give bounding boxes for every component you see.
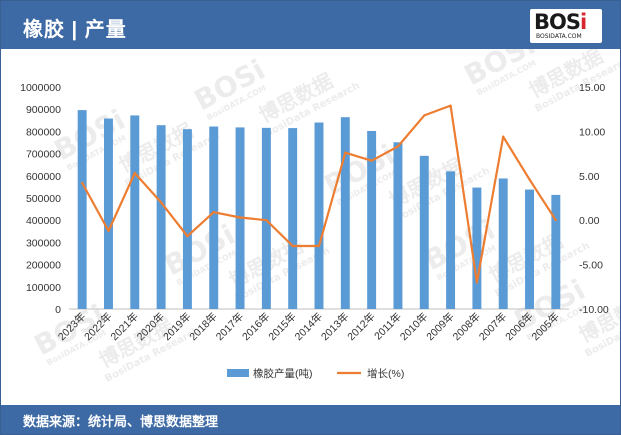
bar — [288, 128, 298, 309]
x-tick-label: 2007年 — [476, 310, 509, 343]
data-source: 数据来源：统计局、博思数据整理 — [23, 414, 219, 429]
y-left-tick-label: 1000000 — [20, 82, 61, 94]
growth-point — [528, 178, 531, 181]
y-left-tick-label: 800000 — [26, 126, 61, 138]
header-bar: 橡胶 | 产量 BOSi BOSIDATA.COM — [1, 1, 620, 49]
bar — [314, 122, 324, 310]
y-left-tick-label: 300000 — [26, 237, 61, 249]
x-tick-label: 2012年 — [345, 310, 378, 343]
y-right-tick-label: -5.00 — [579, 260, 603, 272]
page-title: 橡胶 | 产量 — [23, 19, 127, 41]
y-left-tick-label: 900000 — [26, 104, 61, 116]
bar — [472, 187, 482, 309]
x-tick-label: 2013年 — [318, 310, 351, 343]
logo-text: BOS — [534, 10, 581, 34]
growth-point — [370, 159, 373, 162]
footer-bar: 数据来源：统计局、博思数据整理 — [1, 405, 620, 434]
legend-swatch-bar — [227, 369, 249, 377]
legend-label-bar: 橡胶产量(吨) — [253, 367, 313, 380]
growth-point — [265, 219, 268, 222]
growth-point — [212, 211, 215, 214]
x-tick-label: 2018年 — [187, 310, 220, 343]
logo-domain: BOSIDATA.COM — [536, 33, 582, 40]
y-left-tick-label: 400000 — [26, 215, 61, 227]
y-right-tick-label: 0.00 — [579, 215, 600, 227]
bar — [367, 130, 377, 309]
bar — [261, 127, 271, 310]
growth-point — [475, 281, 479, 284]
legend: 橡胶产量(吨) 增长(%) — [227, 367, 404, 380]
growth-point — [344, 151, 347, 154]
growth-point — [159, 201, 163, 204]
bar — [182, 129, 192, 309]
growth-point — [133, 171, 136, 175]
bar — [340, 117, 350, 309]
growth-point — [291, 244, 294, 248]
bar — [393, 142, 403, 309]
y-left-tick-label: 100000 — [26, 282, 61, 294]
bar — [209, 126, 219, 310]
y-left-tick-label: 600000 — [26, 171, 61, 183]
y-right-tick-label: 15.00 — [579, 82, 605, 94]
growth-point — [186, 234, 189, 238]
bar — [156, 125, 166, 310]
y-right-tick-label: -10.00 — [579, 304, 609, 316]
logo-accent: i — [579, 10, 587, 34]
growth-point — [449, 104, 452, 107]
x-tick-label: 2016年 — [239, 310, 272, 343]
bar — [419, 155, 429, 309]
x-tick-label: 2015年 — [266, 310, 299, 343]
x-tick-label: 2010年 — [397, 310, 430, 343]
bar — [77, 110, 87, 309]
bar — [104, 118, 113, 309]
growth-point — [80, 181, 84, 185]
x-tick-label: 2009年 — [424, 310, 457, 343]
growth-point — [396, 145, 400, 148]
bar-series — [77, 110, 561, 310]
growth-point — [238, 216, 242, 219]
x-tick-label: 2017年 — [213, 310, 246, 343]
y-right-tick-label: 10.00 — [579, 126, 605, 138]
bar — [498, 178, 508, 309]
y-left-tick-label: 500000 — [26, 193, 61, 205]
growth-point — [502, 135, 505, 138]
y-right-tick-label: 5.00 — [579, 171, 600, 183]
growth-point — [317, 244, 321, 248]
growth-point — [554, 219, 558, 222]
brand-logo: BOSi BOSIDATA.COM — [530, 9, 602, 43]
line-series — [80, 104, 558, 284]
y-left-tick-label: 0 — [55, 304, 61, 316]
x-tick-label: 2008年 — [450, 310, 483, 343]
y-left-tick-label: 700000 — [26, 149, 61, 161]
legend-label-line: 增长(%) — [367, 367, 404, 380]
bar — [551, 194, 561, 309]
growth-point — [107, 229, 110, 233]
growth-point — [423, 114, 426, 117]
bar — [525, 189, 534, 309]
x-tick-label: 2014年 — [292, 310, 325, 343]
bar — [130, 115, 140, 309]
bar — [446, 171, 456, 309]
x-tick-label: 2011年 — [371, 310, 404, 343]
axes: 0 100000 200000 300000 400000 500000 600000 700… — [20, 82, 609, 316]
y-left-tick-label: 200000 — [26, 260, 61, 272]
